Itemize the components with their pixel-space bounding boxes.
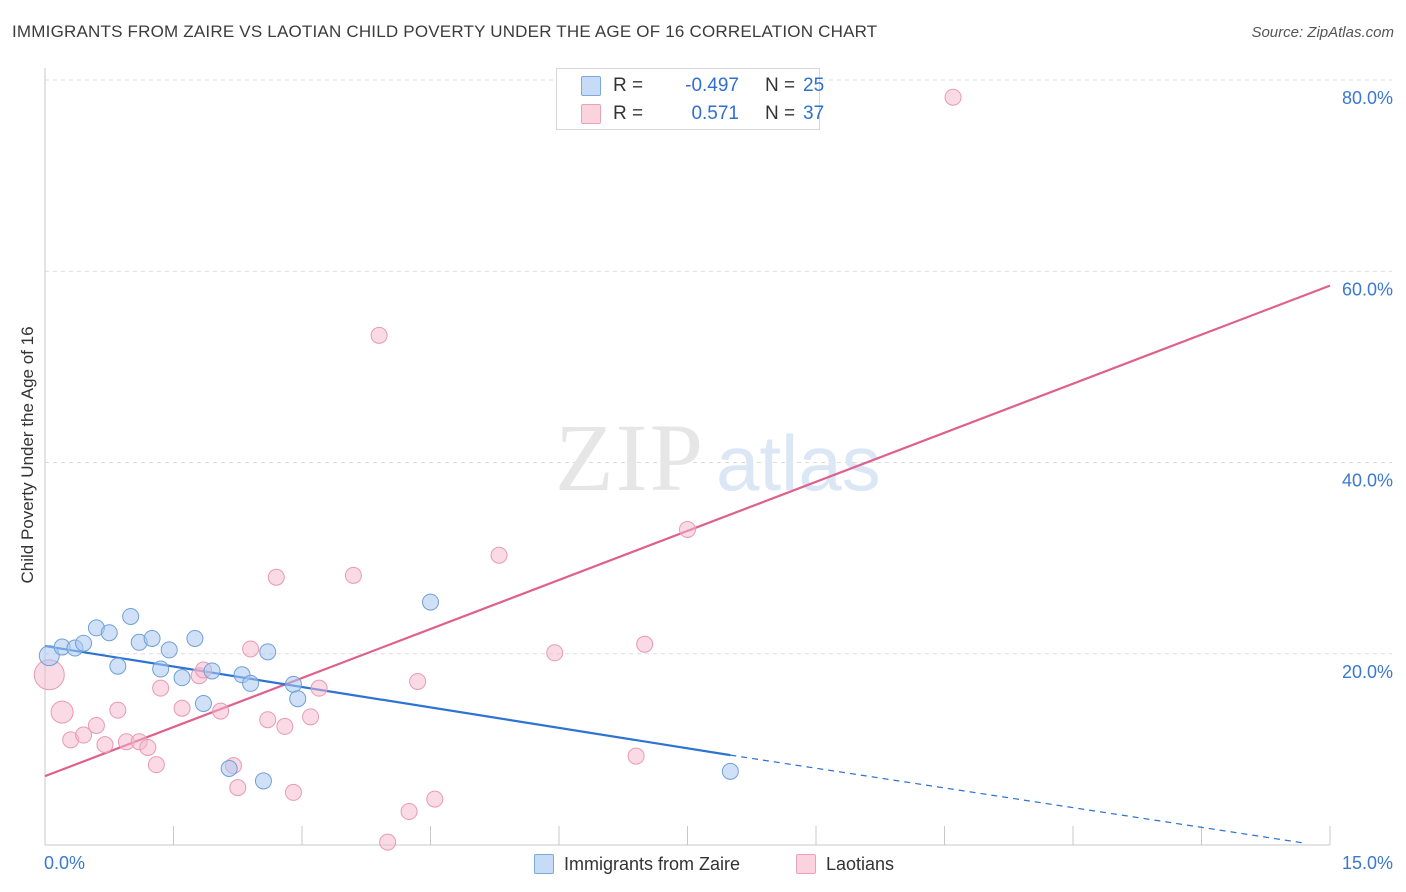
stats-r-value: -0.497	[685, 75, 739, 96]
laotians-point	[490, 546, 508, 564]
legend-item-laotians: Laotians	[796, 852, 894, 876]
zaire-point	[242, 674, 260, 692]
watermark-zip: ZIP	[555, 404, 705, 511]
grid-lines	[45, 79, 1392, 655]
zaire-point	[160, 641, 178, 659]
stats-legend: R = -0.497 N = 25 R = 0.571 N = 37	[556, 68, 824, 130]
watermark: ZIP atlas	[555, 404, 881, 511]
x-tick-label: 0.0%	[44, 853, 85, 873]
stats-r-label: R =	[613, 75, 644, 96]
zaire-point	[122, 607, 140, 625]
laotians-point	[284, 783, 302, 801]
tick-labels: 20.0% 40.0% 60.0% 80.0% 0.0% 15.0%	[44, 88, 1393, 873]
laotians-point	[173, 699, 191, 717]
legend-label-zaire: Immigrants from Zaire	[564, 853, 741, 874]
stats-swatch-laotians	[581, 104, 601, 124]
zaire-point	[100, 624, 118, 642]
x-tick-label: 15.0%	[1342, 853, 1393, 873]
stats-swatch-zaire	[581, 76, 601, 96]
laotians-point	[75, 726, 93, 744]
zaire-point	[194, 694, 212, 712]
laotians-point	[679, 520, 696, 538]
stats-n-label: N =	[765, 103, 796, 124]
y-tick-label: 60.0%	[1342, 279, 1393, 299]
y-tick-label: 40.0%	[1342, 471, 1393, 491]
laotians-point	[546, 644, 564, 662]
laotians-point	[344, 566, 362, 584]
laotians-point	[400, 803, 418, 821]
laotians-point	[109, 701, 127, 719]
zaire-point	[38, 645, 60, 667]
zaire-point	[152, 660, 170, 678]
stats-n-value: 37	[803, 103, 825, 124]
laotians-point	[212, 702, 230, 720]
stats-r-label: R =	[613, 103, 644, 124]
zaire-point	[186, 629, 204, 647]
laotians-point	[267, 568, 285, 586]
chart-title: IMMIGRANTS FROM ZAIRE VS LAOTIAN CHILD P…	[12, 22, 878, 41]
y-tick-label: 20.0%	[1342, 662, 1393, 682]
zaire-point	[203, 662, 221, 680]
stats-n-value: 25	[803, 75, 825, 96]
laotians-point	[259, 711, 277, 729]
laotians-point	[242, 640, 260, 658]
watermark-atlas: atlas	[716, 419, 881, 507]
chart-source: Source: ZipAtlas.com	[1251, 24, 1394, 41]
laotians-point	[379, 833, 397, 851]
zaire-trend-line	[44, 645, 731, 757]
zaire-point	[220, 760, 238, 777]
zaire-point	[254, 772, 272, 790]
laotians-point	[310, 679, 328, 697]
laotians-point	[636, 635, 654, 653]
laotians-point	[50, 700, 74, 724]
zaire-point	[721, 762, 739, 780]
zaire-point	[173, 669, 191, 687]
zaire-point	[289, 690, 307, 708]
zaire-point	[75, 634, 93, 652]
legend-label-laotians: Laotians	[826, 853, 895, 874]
laotians-point	[147, 756, 165, 774]
laotians-point	[152, 679, 170, 697]
laotians-point	[370, 326, 388, 344]
stats-n-label: N =	[765, 75, 796, 96]
laotians-point	[409, 672, 427, 690]
laotians-point	[139, 738, 157, 756]
legend-swatch-zaire	[534, 854, 554, 874]
axes	[44, 68, 1331, 846]
zaire-point	[143, 629, 161, 647]
zaire-point	[109, 657, 127, 675]
zaire-point	[259, 643, 277, 661]
zaire-point	[284, 675, 302, 693]
laotians-point	[229, 779, 247, 797]
laotians-point	[302, 708, 320, 726]
legend-item-zaire: Immigrants from Zaire	[534, 852, 740, 876]
stats-r-value: 0.571	[691, 103, 739, 124]
data-points	[33, 88, 962, 851]
laotians-point	[426, 790, 444, 808]
zaire-trend-extension	[730, 754, 1305, 844]
y-tick-label: 80.0%	[1342, 88, 1393, 108]
zaire-point	[422, 593, 439, 611]
laotians-point	[276, 717, 294, 735]
legend-swatch-laotians	[796, 854, 816, 874]
laotians-point	[627, 747, 645, 765]
laotians-point	[87, 716, 105, 734]
laotians-point	[944, 88, 962, 106]
laotians-point	[96, 736, 114, 754]
